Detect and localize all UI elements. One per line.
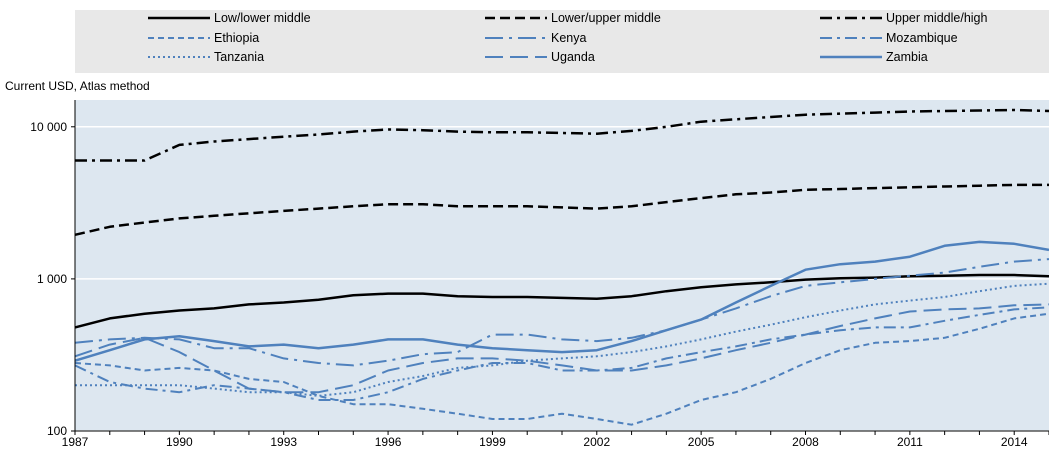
y-tick-label: 10 000 [30, 120, 67, 134]
series-line-uganda [74, 303, 1049, 394]
series-line-lower-upper-middle [74, 183, 1049, 237]
axes: 1987 1990 1993 1996 1999 2002 2005 2008 2011 2014… [30, 100, 1049, 449]
legend-label: Tanzania [214, 50, 264, 64]
plot-area [75, 100, 1049, 431]
x-tick-label: 2014 [1001, 435, 1028, 449]
series-line-tanzania [75, 282, 1049, 397]
legend-label: Zambia [886, 50, 928, 64]
y-axis-title: Current USD, Atlas method [5, 79, 150, 93]
series-line-mozambique [74, 306, 1049, 401]
x-tick-label: 2002 [583, 435, 610, 449]
series-line-kenya [74, 258, 1049, 367]
legend-label: Kenya [551, 31, 586, 45]
x-tick-label: 2005 [688, 435, 715, 449]
x-tick-label: 1996 [375, 435, 402, 449]
legend-label: Mozambique [886, 31, 958, 45]
legend-label: Upper middle/high [886, 11, 987, 25]
y-tick-label: 100 [47, 424, 67, 438]
series-line-zambia [74, 240, 1049, 362]
x-tick-label: 2008 [792, 435, 819, 449]
legend-label: Low/lower middle [214, 11, 311, 25]
legend: Low/lower middle Lower/upper middle Upper … [148, 11, 987, 64]
series-line-ethiopia [74, 312, 1049, 426]
x-tick-label: 1993 [270, 435, 297, 449]
series-lines [74, 108, 1049, 426]
legend-label: Uganda [551, 50, 595, 64]
x-tick-label: 2011 [897, 435, 923, 449]
x-tick-label: 1987 [62, 435, 89, 449]
x-tick-label: 1990 [166, 435, 193, 449]
legend-label: Ethiopia [214, 31, 259, 45]
legend-background [75, 10, 1049, 73]
x-tick-label: 1999 [479, 435, 506, 449]
legend-label: Lower/upper middle [551, 11, 661, 25]
y-tick-label: 1 000 [37, 272, 67, 286]
